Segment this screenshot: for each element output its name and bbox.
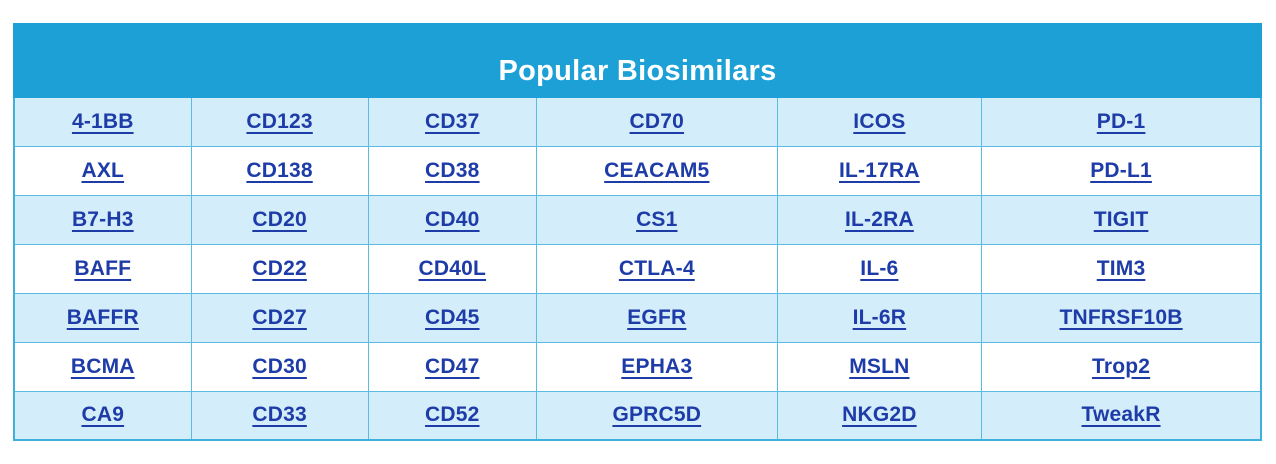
table-cell: CD123 (190, 96, 369, 147)
table-cell: PD-L1 (981, 145, 1262, 196)
biosimilar-link[interactable]: CD37 (425, 109, 480, 133)
biosimilar-link[interactable]: GPRC5D (612, 403, 702, 427)
biosimilar-link[interactable]: CS1 (636, 207, 678, 231)
table-cell: CS1 (535, 194, 778, 245)
table-cell: CD33 (190, 390, 369, 441)
table-cell: Trop2 (981, 341, 1262, 392)
table-cell: NKG2D (776, 390, 983, 441)
table-cell: BAFFR (13, 292, 192, 343)
biosimilar-link[interactable]: MSLN (849, 354, 910, 378)
biosimilar-link[interactable]: 4-1BB (71, 109, 134, 133)
biosimilar-link[interactable]: BAFFR (66, 305, 139, 329)
biosimilar-link[interactable]: TweakR (1081, 403, 1161, 427)
biosimilar-link[interactable]: B7-H3 (71, 207, 134, 231)
biosimilar-link[interactable]: CD27 (252, 305, 307, 329)
biosimilar-link[interactable]: BAFF (74, 256, 132, 280)
table-cell: TweakR (981, 390, 1262, 441)
biosimilar-link[interactable]: TIM3 (1096, 256, 1146, 280)
table-row: BCMA CD30 CD47 EPHA3 MSLN Trop2 (13, 341, 1262, 392)
biosimilar-link[interactable]: CD38 (425, 158, 480, 182)
biosimilar-link[interactable]: CD52 (425, 403, 480, 427)
table-cell: CD45 (367, 292, 537, 343)
biosimilars-table: Popular Biosimilars 4-1BB CD123 CD37 CD70 IC… (13, 23, 1262, 441)
biosimilar-link[interactable]: NKG2D (842, 403, 917, 427)
biosimilar-link[interactable]: CD33 (252, 403, 307, 427)
table-cell: EGFR (535, 292, 778, 343)
table-cell: CD38 (367, 145, 537, 196)
biosimilar-link[interactable]: CD70 (629, 109, 685, 133)
biosimilar-link[interactable]: IL-6R (852, 305, 907, 329)
table-cell: ICOS (776, 96, 983, 147)
biosimilar-link[interactable]: CA9 (81, 403, 125, 427)
table-cell: CD37 (367, 96, 537, 147)
biosimilar-link[interactable]: Trop2 (1091, 354, 1151, 378)
table-row: AXL CD138 CD38 CEACAM5 IL-17RA PD-L1 (13, 145, 1262, 196)
table-cell: CD22 (190, 243, 369, 294)
table-cell: EPHA3 (535, 341, 778, 392)
biosimilar-link[interactable]: EPHA3 (621, 354, 693, 378)
table-cell: TIM3 (981, 243, 1262, 294)
table-cell: GPRC5D (535, 390, 778, 441)
biosimilar-link[interactable]: CD20 (252, 207, 307, 231)
table-cell: PD-1 (981, 96, 1262, 147)
biosimilar-link[interactable]: CD22 (252, 256, 307, 280)
biosimilar-link[interactable]: PD-1 (1096, 109, 1146, 133)
table-cell: IL-2RA (776, 194, 983, 245)
table-cell: CD70 (535, 96, 778, 147)
table-cell: TIGIT (981, 194, 1262, 245)
biosimilar-link[interactable]: CD40 (425, 207, 480, 231)
table-cell: AXL (13, 145, 192, 196)
biosimilars-table-container: Popular Biosimilars 4-1BB CD123 CD37 CD70 IC… (13, 23, 1262, 441)
table-cell: CTLA-4 (535, 243, 778, 294)
table-cell: CD40 (367, 194, 537, 245)
table-cell: CA9 (13, 390, 192, 441)
biosimilar-link[interactable]: IL-17RA (839, 158, 920, 182)
table-cell: CD52 (367, 390, 537, 441)
biosimilar-link[interactable]: TNFRSF10B (1059, 305, 1183, 329)
table-cell: TNFRSF10B (981, 292, 1262, 343)
table-row: BAFF CD22 CD40L CTLA-4 IL-6 TIM3 (13, 243, 1262, 294)
table-cell: MSLN (776, 341, 983, 392)
biosimilar-link[interactable]: CD123 (246, 109, 313, 133)
biosimilar-link[interactable]: IL-6 (860, 256, 899, 280)
table-row: 4-1BB CD123 CD37 CD70 ICOS PD-1 (13, 96, 1262, 147)
table-cell: 4-1BB (13, 96, 192, 147)
table-cell: IL-17RA (776, 145, 983, 196)
biosimilar-link[interactable]: CD40L (418, 256, 487, 280)
biosimilar-link[interactable]: EGFR (627, 305, 687, 329)
table-row: B7-H3 CD20 CD40 CS1 IL-2RA TIGIT (13, 194, 1262, 245)
biosimilar-link[interactable]: CD30 (252, 354, 307, 378)
biosimilar-link[interactable]: CTLA-4 (618, 256, 695, 280)
biosimilar-link[interactable]: BCMA (70, 354, 135, 378)
table-header-row: Popular Biosimilars (13, 23, 1262, 98)
table-cell: CEACAM5 (535, 145, 778, 196)
table-title: Popular Biosimilars (13, 23, 1262, 98)
biosimilar-link[interactable]: CEACAM5 (604, 158, 710, 182)
biosimilar-link[interactable]: AXL (81, 158, 125, 182)
table-cell: BAFF (13, 243, 192, 294)
table-cell: CD138 (190, 145, 369, 196)
biosimilar-link[interactable]: CD45 (425, 305, 480, 329)
table-cell: B7-H3 (13, 194, 192, 245)
biosimilar-link[interactable]: PD-L1 (1090, 158, 1152, 182)
table-cell: IL-6 (776, 243, 983, 294)
table-row: BAFFR CD27 CD45 EGFR IL-6R TNFRSF10B (13, 292, 1262, 343)
table-cell: CD20 (190, 194, 369, 245)
table-row: CA9 CD33 CD52 GPRC5D NKG2D TweakR (13, 390, 1262, 441)
table-cell: BCMA (13, 341, 192, 392)
biosimilar-link[interactable]: TIGIT (1093, 207, 1149, 231)
table-body: 4-1BB CD123 CD37 CD70 ICOS PD-1 AXL CD138 CD38 CE… (13, 96, 1262, 441)
table-cell: IL-6R (776, 292, 983, 343)
table-cell: CD30 (190, 341, 369, 392)
table-cell: CD40L (367, 243, 537, 294)
table-cell: CD47 (367, 341, 537, 392)
biosimilar-link[interactable]: ICOS (853, 109, 906, 133)
biosimilar-link[interactable]: IL-2RA (844, 207, 914, 231)
biosimilar-link[interactable]: CD138 (246, 158, 313, 182)
biosimilar-link[interactable]: CD47 (425, 354, 480, 378)
table-cell: CD27 (190, 292, 369, 343)
